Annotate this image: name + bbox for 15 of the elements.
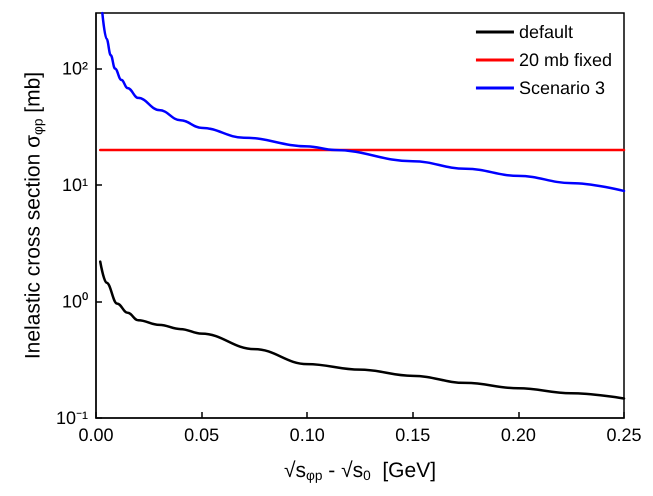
x-tick-label: 0.25 bbox=[606, 425, 642, 445]
x-tick-label: 0.20 bbox=[500, 425, 536, 445]
legend-label: default bbox=[518, 22, 573, 42]
line-series bbox=[101, 12, 626, 192]
x-tick-label: 0.10 bbox=[290, 425, 325, 445]
legend-label: Scenario 3 bbox=[518, 78, 606, 98]
legend-label: 20 mb fixed bbox=[518, 50, 612, 70]
y-axis-title: Inelastic cross section σφp [mb] bbox=[21, 72, 46, 360]
y-tick-label: 10⁻¹ bbox=[56, 408, 88, 428]
y-tick-label: 10¹ bbox=[62, 175, 88, 196]
x-tick-label: 0.05 bbox=[184, 425, 220, 445]
x-tick-label: 0.15 bbox=[395, 425, 430, 445]
y-tick-label: 10⁰ bbox=[62, 292, 88, 312]
y-tick-label: 10² bbox=[62, 58, 88, 79]
x-tick-label: 0.00 bbox=[78, 425, 114, 445]
